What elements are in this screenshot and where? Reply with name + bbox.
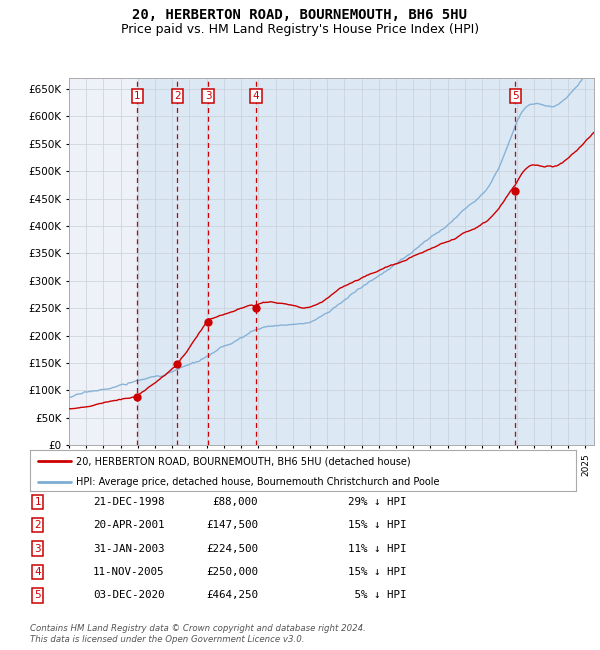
Text: £224,500: £224,500 [206,543,258,554]
Text: £464,250: £464,250 [206,590,258,601]
Text: £88,000: £88,000 [212,497,258,507]
Bar [178,78,208,445]
Text: 4: 4 [34,567,41,577]
Text: Price paid vs. HM Land Registry's House Price Index (HPI): Price paid vs. HM Land Registry's House … [121,23,479,36]
Text: 20, HERBERTON ROAD, BOURNEMOUTH, BH6 5HU: 20, HERBERTON ROAD, BOURNEMOUTH, BH6 5HU [133,8,467,22]
Text: 31-JAN-2003: 31-JAN-2003 [93,543,164,554]
Bar [515,78,594,445]
Text: £147,500: £147,500 [206,520,258,530]
Text: 20-APR-2001: 20-APR-2001 [93,520,164,530]
Text: 3: 3 [34,543,41,554]
Text: HPI: Average price, detached house, Bournemouth Christchurch and Poole: HPI: Average price, detached house, Bour… [76,477,440,487]
Text: 2: 2 [174,91,181,101]
Text: 1: 1 [134,91,140,101]
Text: 11-NOV-2005: 11-NOV-2005 [93,567,164,577]
Text: 5: 5 [34,590,41,601]
Text: 21-DEC-1998: 21-DEC-1998 [93,497,164,507]
Bar [256,78,515,445]
Text: 3: 3 [205,91,211,101]
Text: 15% ↓ HPI: 15% ↓ HPI [348,520,407,530]
Text: 11% ↓ HPI: 11% ↓ HPI [348,543,407,554]
Text: 5: 5 [512,91,518,101]
Bar [137,78,178,445]
Text: Contains HM Land Registry data © Crown copyright and database right 2024.
This d: Contains HM Land Registry data © Crown c… [30,624,366,644]
Bar [208,78,256,445]
Text: 1: 1 [34,497,41,507]
Text: 5% ↓ HPI: 5% ↓ HPI [348,590,407,601]
Text: £250,000: £250,000 [206,567,258,577]
Text: 20, HERBERTON ROAD, BOURNEMOUTH, BH6 5HU (detached house): 20, HERBERTON ROAD, BOURNEMOUTH, BH6 5HU… [76,456,411,466]
Text: 15% ↓ HPI: 15% ↓ HPI [348,567,407,577]
Text: 2: 2 [34,520,41,530]
Text: 03-DEC-2020: 03-DEC-2020 [93,590,164,601]
Text: 4: 4 [253,91,259,101]
Text: 29% ↓ HPI: 29% ↓ HPI [348,497,407,507]
